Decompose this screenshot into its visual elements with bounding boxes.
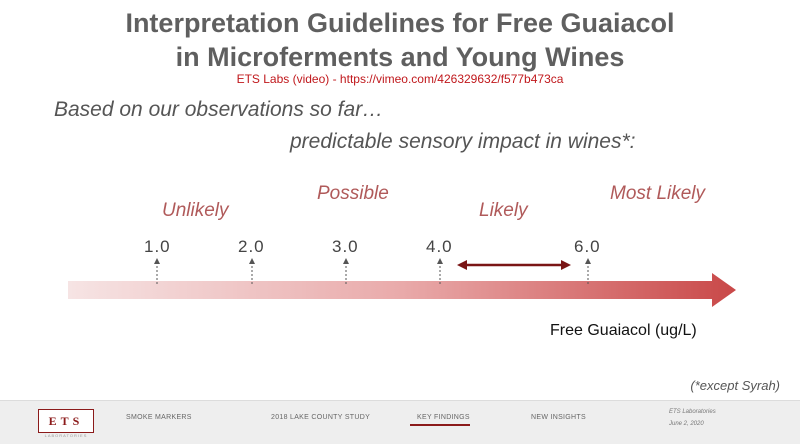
nav-item-new-insights[interactable]: NEW INSIGHTS	[531, 414, 586, 421]
category-most-likely: Most Likely	[610, 183, 706, 204]
active-tab-underline	[410, 424, 470, 426]
category-likely: Likely	[479, 200, 528, 221]
headline-line-2: predictable sensory impact in wines*:	[290, 130, 636, 153]
scale-arrow-bar	[68, 273, 736, 307]
guaiacol-scale-graphic	[68, 258, 736, 307]
slide-title-line-1: Interpretation Guidelines for Free Guaia…	[125, 8, 675, 38]
tick-head-6	[585, 258, 591, 264]
category-unlikely: Unlikely	[162, 200, 229, 221]
category-possible: Possible	[317, 183, 389, 204]
headline-line-1: Based on our observations so far…	[54, 98, 384, 121]
source-link[interactable]: ETS Labs (video) - https://vimeo.com/426…	[236, 72, 564, 86]
footer-date: June 2, 2020	[669, 421, 704, 427]
tick-head-4	[437, 258, 443, 264]
tick-marks	[154, 258, 591, 284]
footer-organization: ETS Laboratories	[669, 409, 716, 415]
tick-label-1: 1.0	[144, 237, 171, 256]
tick-head-1	[154, 258, 160, 264]
axis-label: Free Guaiacol (ug/L)	[550, 322, 697, 339]
tick-label-2: 2.0	[238, 237, 265, 256]
tick-head-2	[249, 258, 255, 264]
tick-label-6: 6.0	[574, 237, 601, 256]
tick-label-4: 4.0	[426, 237, 453, 256]
footnote: (*except Syrah)	[690, 378, 780, 393]
nav-item-key-findings[interactable]: KEY FINDINGS	[417, 414, 470, 421]
slide-title-line-2: in Microferments and Young Wines	[175, 42, 625, 72]
bottom-nav-bar: ETS LABORATORIES SMOKE MARKERS 2018 LAKE…	[0, 400, 800, 444]
ets-logo: ETS	[38, 409, 94, 433]
nav-item-smoke-markers[interactable]: SMOKE MARKERS	[126, 414, 192, 421]
tick-head-3	[343, 258, 349, 264]
tick-label-3: 3.0	[332, 237, 359, 256]
nav-item-lake-county-study[interactable]: 2018 LAKE COUNTY STUDY	[271, 414, 371, 421]
logo-subtitle: LABORATORIES	[44, 433, 88, 438]
